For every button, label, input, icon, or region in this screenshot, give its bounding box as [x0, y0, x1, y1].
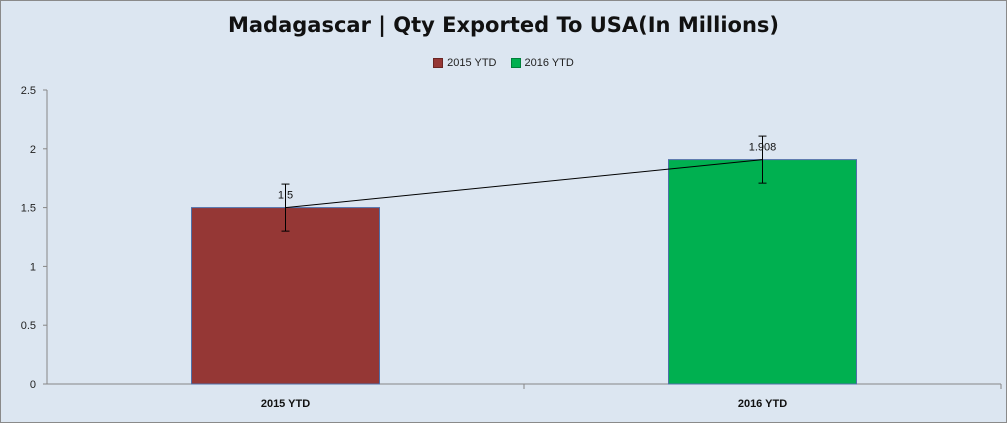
- chart-title: Madagascar | Qty Exported To USA(In Mill…: [227, 13, 779, 37]
- data-label: 1.5: [278, 190, 293, 202]
- x-tick-label: 2015 YTD: [261, 398, 310, 410]
- legend: 2015 YTD 2016 YTD: [1, 57, 1006, 69]
- y-tick-label: 1.5: [21, 203, 36, 215]
- legend-swatch-2016: [510, 58, 521, 68]
- bar-2016-ytd: [668, 159, 857, 385]
- bar-2015-ytd: [191, 207, 380, 385]
- legend-item-2016: 2016 YTD: [510, 57, 574, 69]
- trend-line: [285, 159, 763, 209]
- x-tick-label: 2016 YTD: [738, 398, 787, 410]
- legend-label-2016: 2016 YTD: [524, 57, 574, 69]
- legend-label-2015: 2015 YTD: [447, 57, 497, 69]
- data-label: 1.908: [749, 142, 777, 154]
- legend-swatch-2015: [433, 58, 444, 68]
- y-tick-label: 0: [30, 379, 36, 391]
- y-tick-label: 1: [30, 261, 36, 273]
- legend-item-2015: 2015 YTD: [433, 57, 497, 69]
- y-tick-label: 0.5: [21, 320, 36, 332]
- y-tick-label: 2.5: [21, 85, 36, 97]
- y-tick-label: 2: [30, 144, 36, 156]
